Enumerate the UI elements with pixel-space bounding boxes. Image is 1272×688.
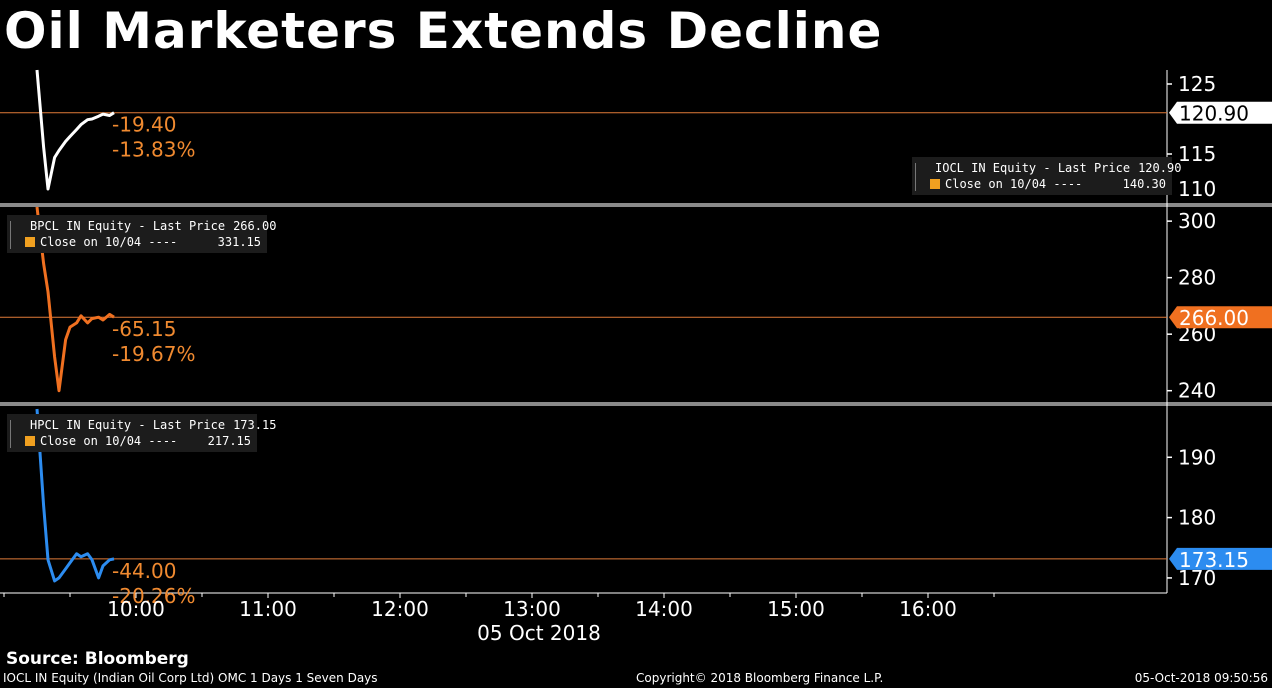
source-note: Source: Bloomberg xyxy=(6,649,189,669)
change-pct-bpcl: -19.67% xyxy=(112,342,195,366)
y-tick-label-hpcl: 170 xyxy=(1178,566,1216,590)
footer-left: IOCL IN Equity (Indian Oil Corp Ltd) OMC… xyxy=(3,671,378,685)
y-tick-label-iocl: 110 xyxy=(1178,177,1216,201)
legend-value-hpcl: 173.15 xyxy=(233,418,277,432)
y-tick-label-iocl: 115 xyxy=(1178,142,1216,166)
y-tick-label-iocl: 125 xyxy=(1178,72,1216,96)
last-price-tag-hpcl xyxy=(1169,547,1272,570)
x-tick-label: 11:00 xyxy=(239,597,297,621)
series-line-iocl xyxy=(35,69,115,191)
legend-close-value-bpcl: 331.15 xyxy=(217,235,261,249)
legend-label-hpcl: HPCL IN Equity - Last Price xyxy=(30,418,226,432)
legend-label-bpcl: BPCL IN Equity - Last Price xyxy=(30,219,226,233)
legend-iocl: IOCL IN Equity - Last Price 120.90 Close… xyxy=(912,157,1181,195)
legend-value-iocl: 120.90 xyxy=(1138,161,1182,175)
legend-label-iocl: IOCL IN Equity - Last Price xyxy=(935,161,1131,175)
y-tick-label-hpcl: 180 xyxy=(1178,506,1216,530)
legend-close-label-iocl: Close on 10/04 ---- xyxy=(945,177,1083,191)
change-pct-iocl: -13.83% xyxy=(112,138,195,162)
last-price-tag-bpcl xyxy=(1169,306,1272,329)
change-value-hpcl: -44.00 xyxy=(112,559,176,583)
legend-close-value-hpcl: 217.15 xyxy=(207,434,251,448)
x-tick-label: 16:00 xyxy=(899,597,957,621)
y-tick-label-bpcl: 240 xyxy=(1178,379,1216,403)
last-price-tag-label-hpcl: 173.15 xyxy=(1179,548,1249,572)
y-tick-label-bpcl: 280 xyxy=(1178,266,1216,290)
legend-value-bpcl: 266.00 xyxy=(233,219,277,233)
legend-close-label-hpcl: Close on 10/04 ---- xyxy=(40,434,178,448)
last-price-tag-iocl xyxy=(1169,101,1272,124)
x-tick-label: 10:00 xyxy=(107,597,165,621)
panel-divider xyxy=(0,203,1272,207)
y-tick-label-hpcl: 190 xyxy=(1178,445,1216,469)
x-tick-label: 13:00 xyxy=(503,597,561,621)
last-price-tag-label-bpcl: 266.00 xyxy=(1179,306,1249,330)
legend-close-label-bpcl: Close on 10/04 ---- xyxy=(40,235,178,249)
footer-bar: IOCL IN Equity (Indian Oil Corp Ltd) OMC… xyxy=(0,670,1272,688)
footer-copyright: Copyright© 2018 Bloomberg Finance L.P. xyxy=(636,671,884,685)
series-line-bpcl xyxy=(35,206,115,393)
panel-divider xyxy=(0,402,1272,406)
change-value-bpcl: -65.15 xyxy=(112,317,176,341)
footer-timestamp: 05-Oct-2018 09:50:56 xyxy=(1134,671,1268,685)
legend-bpcl: BPCL IN Equity - Last Price 266.00 Close… xyxy=(7,215,276,253)
legend-close-value-iocl: 140.30 xyxy=(1122,177,1166,191)
x-tick-label: 15:00 xyxy=(767,597,825,621)
y-tick-label-bpcl: 300 xyxy=(1178,209,1216,233)
legend-swatch-close-hpcl xyxy=(25,436,35,446)
chart-title: Oil Marketers Extends Decline xyxy=(4,2,883,60)
x-tick-label: 14:00 xyxy=(635,597,693,621)
legend-swatch-close-iocl xyxy=(930,179,940,189)
legend-swatch-close-bpcl xyxy=(25,237,35,247)
x-date-label: 05 Oct 2018 xyxy=(477,621,601,645)
last-price-tag-label-iocl: 120.90 xyxy=(1179,102,1249,126)
change-value-iocl: -19.40 xyxy=(112,113,176,137)
legend-hpcl: HPCL IN Equity - Last Price 173.15 Close… xyxy=(7,414,276,452)
series-line-hpcl xyxy=(35,408,115,583)
change-pct-hpcl: -20.26% xyxy=(112,584,195,608)
x-tick-label: 12:00 xyxy=(371,597,429,621)
